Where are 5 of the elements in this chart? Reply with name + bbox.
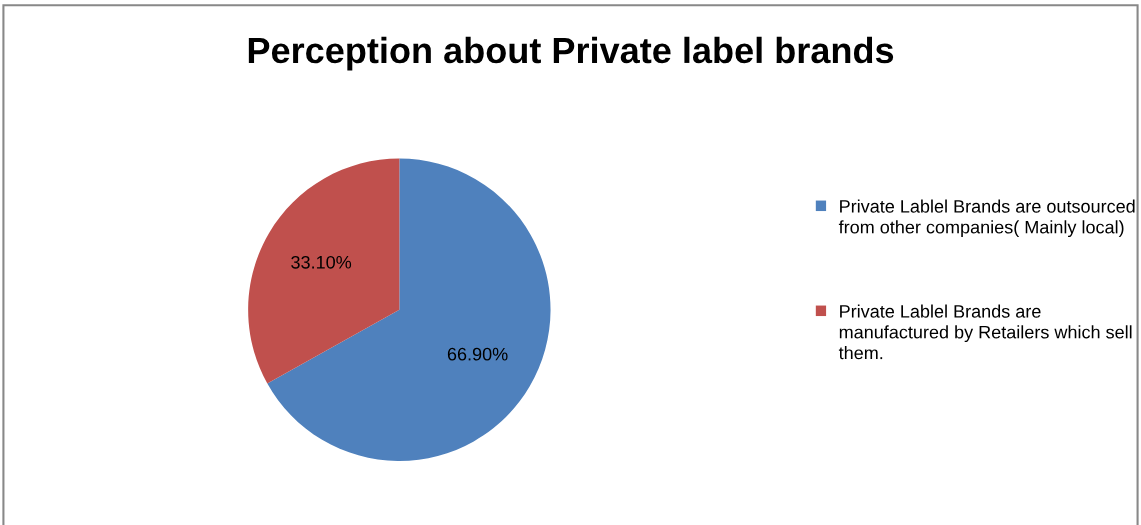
data-label: 33.10% — [291, 255, 352, 269]
legend-label: Private Lablel Brands are outsourced from other companies( Mainly local) — [838, 199, 1135, 238]
chart-title: Perception about Private label brands — [248, 36, 894, 71]
data-label: 66.90% — [447, 347, 508, 361]
legend-label: Private Lablel Brands are manufactured by Retailers which sell them. — [838, 304, 1132, 360]
